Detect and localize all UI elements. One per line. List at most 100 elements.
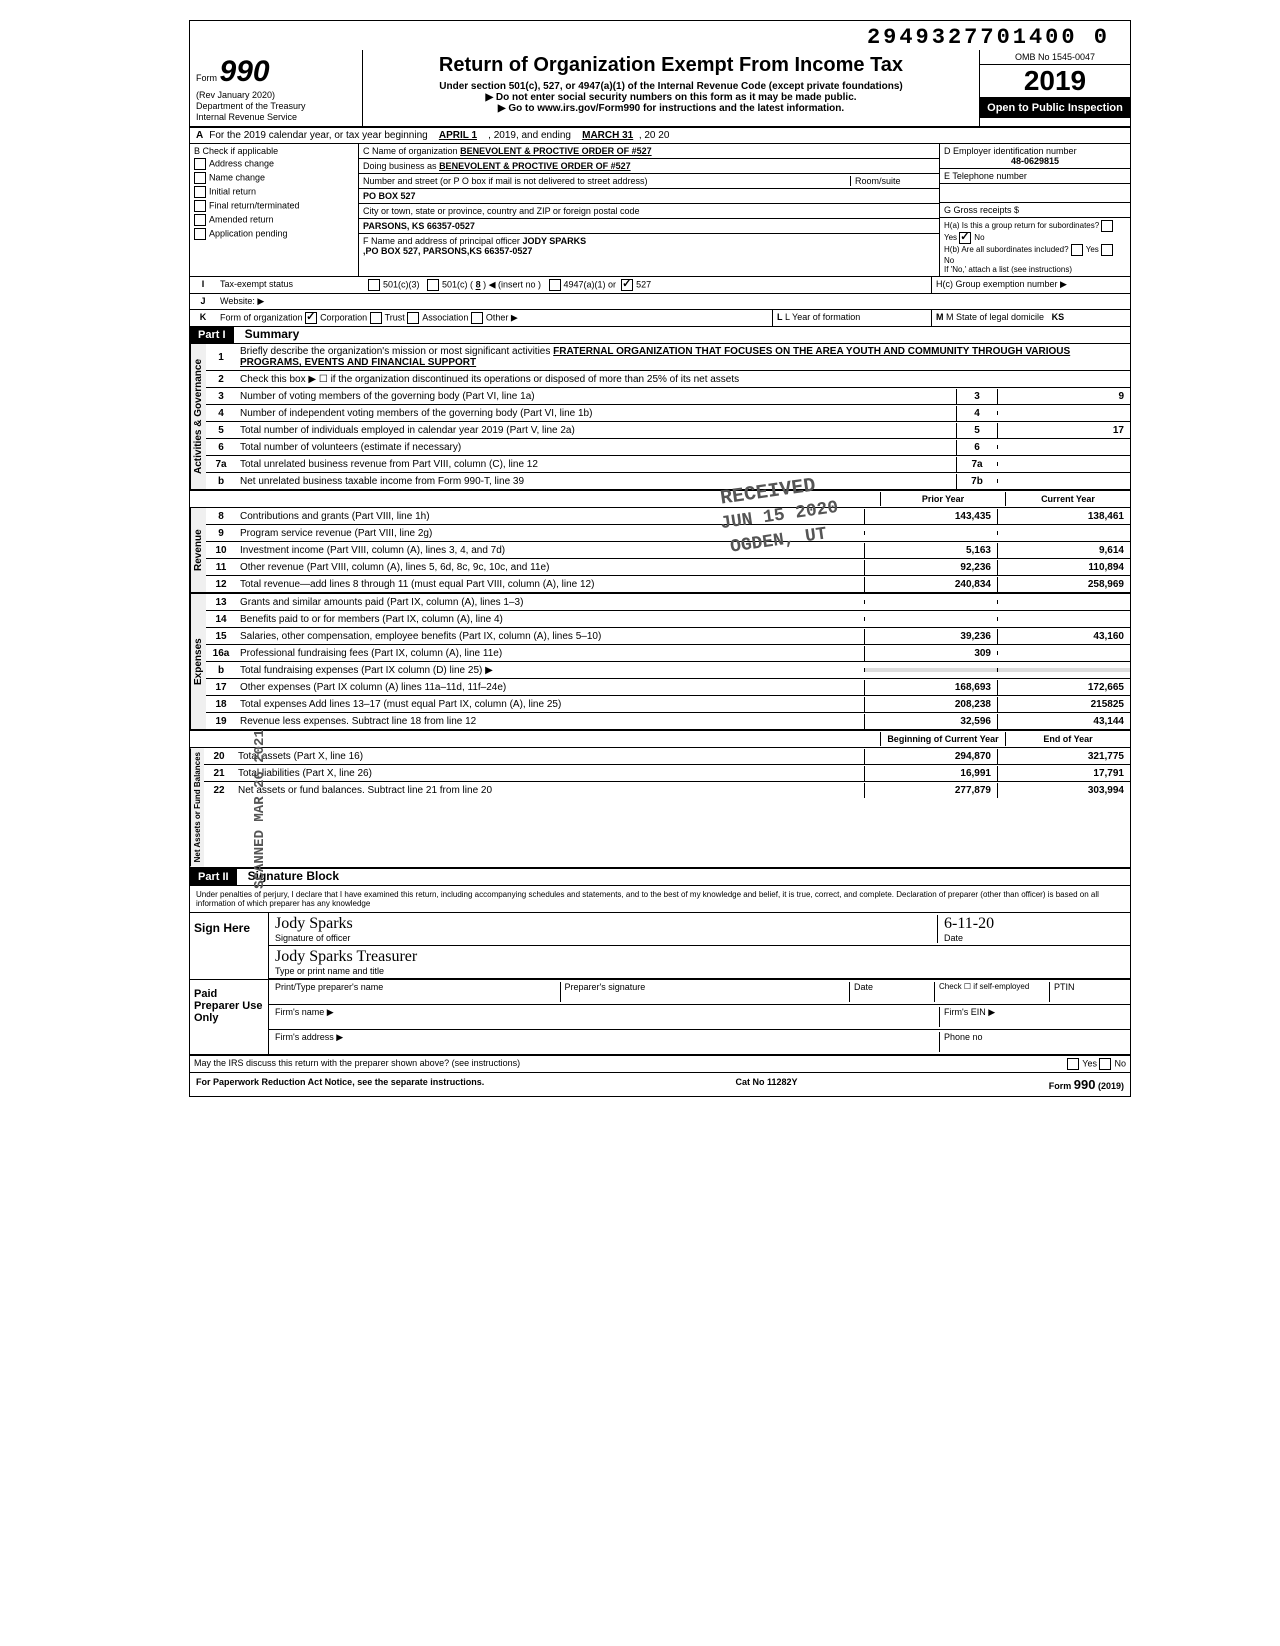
c-city-label: City or town, state or province, country…: [363, 206, 639, 216]
chk-final[interactable]: Final return/terminated: [194, 200, 354, 212]
prep-selfemp: Check ☐ if self-employed: [934, 982, 1049, 1002]
form-subtitle: Under section 501(c), 527, or 4947(a)(1)…: [367, 81, 975, 92]
k-trust[interactable]: [370, 312, 382, 324]
data-line: 18Total expenses Add lines 13–17 (must e…: [206, 696, 1130, 713]
revenue-hdr-row: X Prior Year Current Year: [190, 491, 1130, 508]
ha-no[interactable]: [959, 232, 971, 244]
h-note: If 'No,' attach a list (see instructions…: [944, 265, 1072, 274]
row-a-label: For the 2019 calendar year, or tax year …: [209, 130, 427, 141]
data-line: bTotal fundraising expenses (Part IX col…: [206, 662, 1130, 679]
data-line: 12Total revenue—add lines 8 through 11 (…: [206, 576, 1130, 592]
form-note1: ▶ Do not enter social security numbers o…: [367, 92, 975, 103]
c-name-label: C Name of organization: [363, 146, 458, 156]
j-label: Website: ▶: [216, 294, 268, 309]
d-label: D Employer identification number: [944, 146, 1077, 156]
form-dept: Department of the Treasury: [196, 101, 306, 111]
col-c: C Name of organization BENEVOLENT & PROC…: [359, 144, 940, 276]
sig-discuss: May the IRS discuss this return with the…: [190, 1056, 1063, 1072]
footer-mid: Cat No 11282Y: [735, 1077, 797, 1092]
c-dba-label: Doing business as: [363, 161, 437, 171]
gov-line: 5Total number of individuals employed in…: [206, 422, 1130, 439]
data-line: 17Other expenses (Part IX column (A) lin…: [206, 679, 1130, 696]
sidebar-exp: Expenses: [190, 594, 206, 729]
c-officer-label: F Name and address of principal officer: [363, 236, 520, 246]
prep-date-label: Date: [849, 982, 934, 1002]
i-501c[interactable]: [427, 279, 439, 291]
k-year-label: L Year of formation: [785, 312, 860, 322]
firm-phone-label: Phone no: [939, 1032, 1124, 1052]
c-officer-addr: ,PO BOX 527, PARSONS,KS 66357-0527: [363, 246, 532, 256]
data-line: 14Benefits paid to or for members (Part …: [206, 611, 1130, 628]
prep-ptin: PTIN: [1049, 982, 1124, 1002]
part1-title: Summary: [237, 327, 300, 341]
form-header: Form 990 (Rev January 2020) Department o…: [190, 50, 1130, 128]
sig-of-label: Signature of officer: [275, 933, 937, 943]
data-line: 19Revenue less expenses. Subtract line 1…: [206, 713, 1130, 729]
sig-sign-label: Sign Here: [190, 913, 269, 979]
firm-name-label: Firm's name ▶: [275, 1007, 939, 1027]
firm-ein-label: Firm's EIN ▶: [939, 1007, 1124, 1027]
hdr-end: End of Year: [1005, 732, 1130, 746]
chk-initial[interactable]: Initial return: [194, 186, 354, 198]
k-assoc[interactable]: [407, 312, 419, 324]
k-other[interactable]: [471, 312, 483, 324]
form-rev: (Rev January 2020): [196, 90, 275, 100]
omb-number: OMB No 1545-0047: [980, 50, 1130, 65]
data-line: 10Investment income (Part VIII, column (…: [206, 542, 1130, 559]
i-527[interactable]: [621, 279, 633, 291]
form-title: Return of Organization Exempt From Incom…: [367, 54, 975, 77]
row-j: J Website: ▶: [190, 294, 1130, 310]
g-label: G Gross receipts $: [940, 203, 1130, 218]
tax-year: 2019: [980, 65, 1130, 98]
hb-no[interactable]: [1101, 244, 1113, 256]
chk-pending[interactable]: Application pending: [194, 228, 354, 240]
hb-yes[interactable]: [1071, 244, 1083, 256]
c-room-label: Room/suite: [850, 176, 935, 186]
firm-addr-label: Firm's address ▶: [275, 1032, 939, 1052]
discuss-yes[interactable]: [1067, 1058, 1079, 1070]
form-footer: For Paperwork Reduction Act Notice, see …: [190, 1073, 1130, 1096]
row-i: I Tax-exempt status 501(c)(3) 501(c) ( 8…: [190, 277, 1130, 294]
c-city: PARSONS, KS 66357-0527: [359, 219, 939, 234]
e-value: [940, 184, 1130, 203]
discuss-no[interactable]: [1099, 1058, 1111, 1070]
footer-left: For Paperwork Reduction Act Notice, see …: [196, 1077, 484, 1092]
section-expenses: Expenses 13Grants and similar amounts pa…: [190, 594, 1130, 731]
e-label: E Telephone number: [940, 169, 1130, 184]
d-value: 48-0629815: [944, 156, 1126, 166]
prep-sig-label: Preparer's signature: [560, 982, 850, 1002]
part1-row: Part I Summary: [190, 327, 1130, 344]
chk-amended[interactable]: Amended return: [194, 214, 354, 226]
sig-date-label: Date: [944, 933, 1124, 943]
data-line: 21Total liabilities (Part X, line 26)16,…: [204, 765, 1130, 782]
data-line: 11Other revenue (Part VIII, column (A), …: [206, 559, 1130, 576]
row-a-letter: A: [196, 130, 203, 141]
c-officer: JODY SPARKS: [522, 236, 586, 246]
top-document-number: 2949327701400 0: [190, 21, 1130, 50]
i-501c3[interactable]: [368, 279, 380, 291]
chk-name[interactable]: Name change: [194, 172, 354, 184]
open-public: Open to Public Inspection: [980, 98, 1130, 118]
i-val: 8: [476, 280, 481, 290]
header-mid: Return of Organization Exempt From Incom…: [363, 50, 979, 126]
sig-typename-label: Type or print name and title: [275, 966, 1124, 976]
chk-address[interactable]: Address change: [194, 158, 354, 170]
row-k: K Form of organization Corporation Trust…: [190, 310, 1130, 327]
sidebar-gov: Activities & Governance: [190, 344, 206, 489]
ha-yes[interactable]: [1101, 220, 1113, 232]
k-corp[interactable]: [305, 312, 317, 324]
gov-line: 6Total number of volunteers (estimate if…: [206, 439, 1130, 456]
section-governance: Activities & Governance 1Briefly describ…: [190, 344, 1130, 491]
k-state: KS: [1052, 312, 1065, 322]
data-line: 9Program service revenue (Part VIII, lin…: [206, 525, 1130, 542]
part2-title: Signature Block: [240, 869, 339, 883]
form-number: 990: [220, 55, 270, 88]
c-street: PO BOX 527: [359, 189, 939, 204]
data-line: 13Grants and similar amounts paid (Part …: [206, 594, 1130, 611]
row-a-begin: APRIL 1: [439, 130, 477, 141]
i-4947[interactable]: [549, 279, 561, 291]
h-a: H(a) Is this a group return for subordin…: [944, 222, 1099, 231]
c-dba: BENEVOLENT & PROCTIVE ORDER OF #527: [439, 161, 631, 171]
k-label: Form of organization: [220, 313, 303, 323]
footer-right: Form 990 (2019): [1049, 1077, 1124, 1092]
